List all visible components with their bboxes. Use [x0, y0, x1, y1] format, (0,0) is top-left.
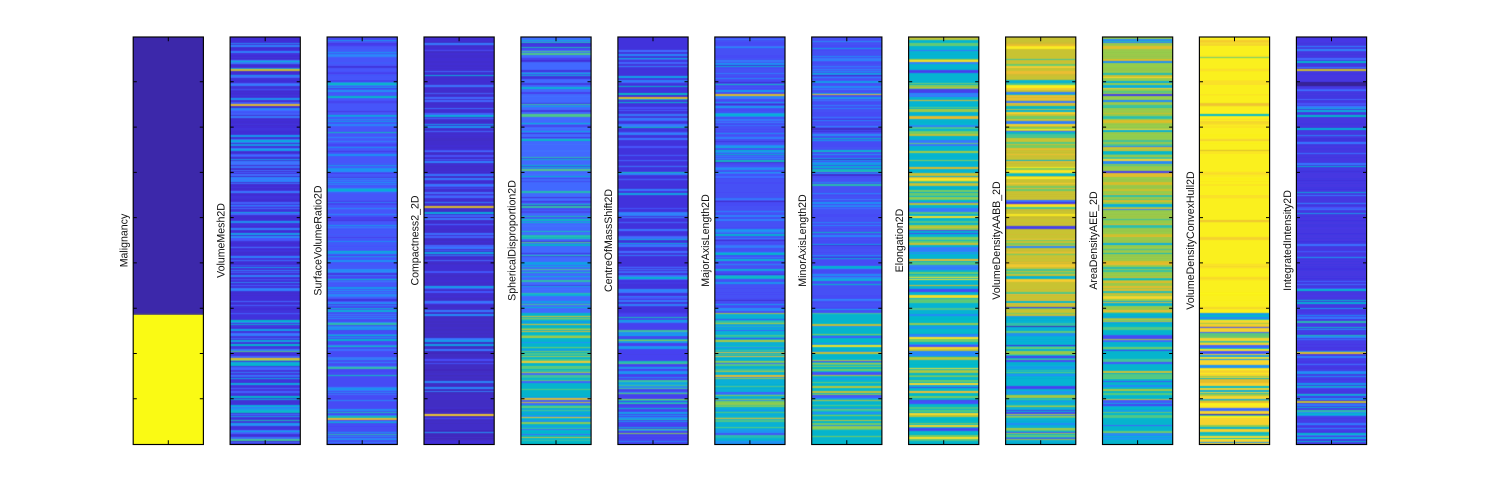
svg-text:MajorAxisLength2D: MajorAxisLength2D	[700, 194, 712, 287]
svg-text:SurfaceVolumeRatio2D: SurfaceVolumeRatio2D	[313, 185, 325, 295]
svg-text:Elongation2D: Elongation2D	[894, 208, 906, 272]
svg-text:VolumeDensityAABB_2D: VolumeDensityAABB_2D	[991, 181, 1003, 300]
svg-text:Malignancy: Malignancy	[119, 213, 131, 267]
svg-text:SphericalDisproportion2D: SphericalDisproportion2D	[506, 180, 518, 301]
svg-text:Compactness2_2D: Compactness2_2D	[409, 195, 421, 285]
svg-text:CentreOfMassShift2D: CentreOfMassShift2D	[603, 189, 615, 292]
svg-text:VolumeDensityConvexHull2D: VolumeDensityConvexHull2D	[1185, 171, 1197, 310]
svg-text:IntegratedIntensity2D: IntegratedIntensity2D	[1282, 190, 1294, 291]
svg-text:AreaDensityAEE_2D: AreaDensityAEE_2D	[1088, 191, 1100, 290]
svg-text:MinorAxisLength2D: MinorAxisLength2D	[797, 194, 809, 287]
svg-text:VolumeMesh2D: VolumeMesh2D	[216, 203, 228, 278]
